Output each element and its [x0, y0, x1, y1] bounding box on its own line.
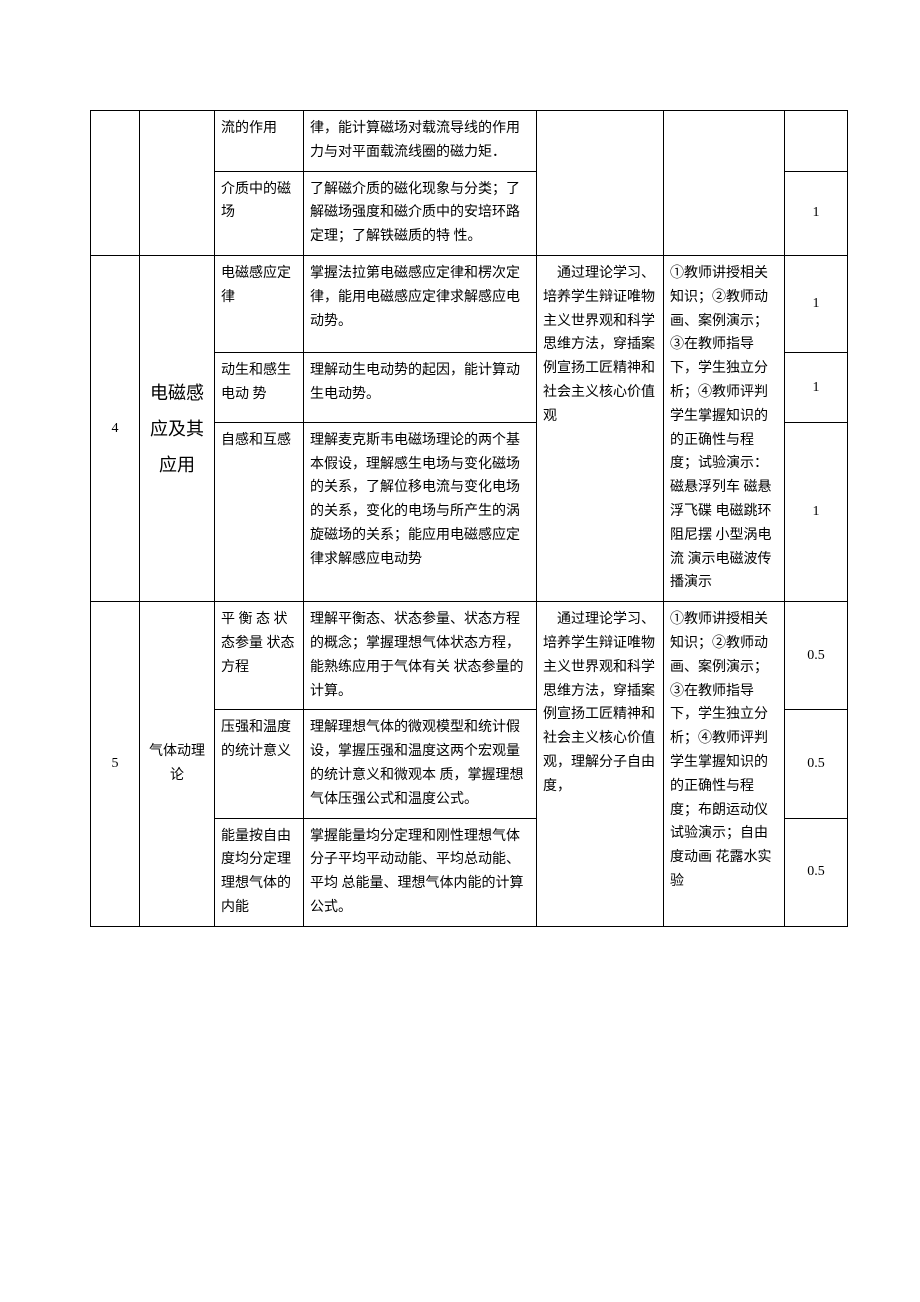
cell-content: 理解平衡态、状态参量、状态方程的概念；掌握理想气体状态方程，能熟练应用于气体有关…	[304, 602, 537, 710]
cell-hours: 0.5	[785, 602, 848, 710]
cell-index	[91, 111, 140, 256]
table-row: 流的作用 律，能计算磁场对载流导线的作用力与对平面载流线圈的磁力矩．	[91, 111, 848, 172]
cell-hours: 1	[785, 422, 848, 601]
cell-method: ①教师讲授相关知识；②教师动画、案例演示；③在教师指导下，学生独立分析；④教师评…	[664, 602, 785, 927]
cell-subtopic: 能量按自由度均分定理 理想气体的内能	[215, 818, 304, 926]
cell-hours	[785, 111, 848, 172]
cell-method	[664, 111, 785, 256]
cell-hours: 1	[785, 171, 848, 255]
cell-content: 理解麦克斯韦电磁场理论的两个基本假设，理解感生电场与变化磁场的关系，了解位移电流…	[304, 422, 537, 601]
cell-topic	[140, 111, 215, 256]
table-row: 4 电磁感应及其应用 电磁感应定律 掌握法拉第电磁感应定律和楞次定律，能用电磁感…	[91, 255, 848, 352]
cell-subtopic: 流的作用	[215, 111, 304, 172]
cell-hours: 0.5	[785, 710, 848, 818]
cell-content: 了解磁介质的磁化现象与分类；了解磁场强度和磁介质中的安培环路定理；了解铁磁质的特…	[304, 171, 537, 255]
cell-method: ①教师讲授相关知识；②教师动画、案例演示；③在教师指导下，学生独立分析；④教师评…	[664, 255, 785, 601]
cell-objective: 通过理论学习、培养学生辩证唯物主义世界观和科学思维方法，穿插案例宣扬工匠精神和社…	[537, 255, 664, 601]
cell-objective	[537, 111, 664, 256]
document-page: 流的作用 律，能计算磁场对载流导线的作用力与对平面载流线圈的磁力矩． 介质中的磁…	[0, 0, 920, 967]
cell-topic: 气体动理论	[140, 602, 215, 927]
cell-subtopic: 平 衡 态 状态参量 状态方程	[215, 602, 304, 710]
cell-subtopic: 压强和温度的统计意义	[215, 710, 304, 818]
cell-content: 掌握能量均分定理和刚性理想气体分子平均平动动能、平均总动能、平均 总能量、理想气…	[304, 818, 537, 926]
table-row: 5 气体动理论 平 衡 态 状态参量 状态方程 理解平衡态、状态参量、状态方程的…	[91, 602, 848, 710]
cell-hours: 1	[785, 353, 848, 423]
cell-index: 4	[91, 255, 140, 601]
cell-subtopic: 介质中的磁场	[215, 171, 304, 255]
cell-subtopic: 自感和互感	[215, 422, 304, 601]
cell-content: 律，能计算磁场对载流导线的作用力与对平面载流线圈的磁力矩．	[304, 111, 537, 172]
cell-content: 掌握法拉第电磁感应定律和楞次定律，能用电磁感应定律求解感应电动势。	[304, 255, 537, 352]
cell-hours: 0.5	[785, 818, 848, 926]
cell-objective: 通过理论学习、培养学生辩证唯物主义世界观和科学思维方法，穿插案例宣扬工匠精神和社…	[537, 602, 664, 927]
cell-hours: 1	[785, 255, 848, 352]
cell-index: 5	[91, 602, 140, 927]
cell-subtopic: 电磁感应定律	[215, 255, 304, 352]
cell-topic: 电磁感应及其应用	[140, 255, 215, 601]
cell-content: 理解动生电动势的起因，能计算动生电动势。	[304, 353, 537, 423]
cell-subtopic: 动生和感生电动 势	[215, 353, 304, 423]
syllabus-table: 流的作用 律，能计算磁场对载流导线的作用力与对平面载流线圈的磁力矩． 介质中的磁…	[90, 110, 848, 927]
cell-content: 理解理想气体的微观模型和统计假设，掌握压强和温度这两个宏观量的统计意义和微观本 …	[304, 710, 537, 818]
